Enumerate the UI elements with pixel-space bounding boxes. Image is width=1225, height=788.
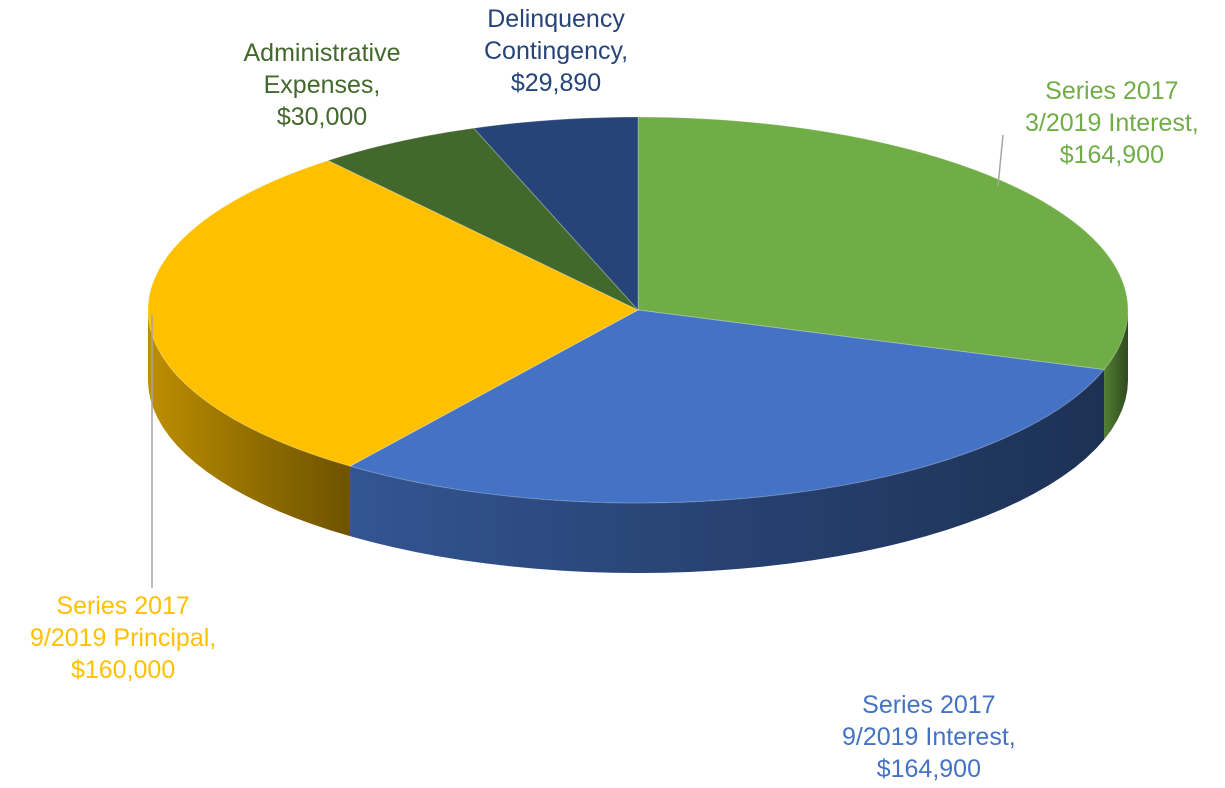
data-label-line: 9/2019 Interest, xyxy=(842,723,1016,751)
data-label-line: $164,900 xyxy=(876,755,981,783)
data-label-series-2017-3-2019-interest: Series 2017 3/2019 Interest, $164,900 xyxy=(1025,75,1199,171)
pie-slice-delinquency-contingency xyxy=(472,116,639,312)
data-label-line: Series 2017 xyxy=(862,691,996,719)
data-label-line: Series 2017 xyxy=(56,592,190,620)
pie-slice-series-2017-3-2019-interest xyxy=(637,116,1129,371)
data-label-line: $164,900 xyxy=(1059,141,1164,169)
data-label-series-2017-9-2019-interest: Series 2017 9/2019 Interest, $164,900 xyxy=(842,689,1016,785)
data-label-line: Contingency, xyxy=(484,37,629,65)
pie-slice-administrative-expenses xyxy=(326,127,639,311)
data-label-line: Series 2017 xyxy=(1045,77,1179,105)
data-label-administrative-expenses: Administrative Expenses, $30,000 xyxy=(244,37,401,133)
data-label-line: $160,000 xyxy=(70,656,176,684)
pie-slice-series-2017-9-2019-principal xyxy=(147,159,640,467)
data-label-line: $29,890 xyxy=(510,69,602,97)
pie-side-series-2017-9-2019-interest-shading xyxy=(350,369,1105,573)
data-label-line: $30,000 xyxy=(276,103,368,131)
data-label-line: Administrative xyxy=(243,39,401,67)
data-label-line: 3/2019 Interest, xyxy=(1025,109,1199,137)
data-label-line: Delinquency xyxy=(487,5,625,33)
pie-tops xyxy=(147,116,1129,504)
leader-lines xyxy=(151,134,1004,588)
pie-slice-series-2017-9-2019-interest xyxy=(348,309,1105,504)
data-label-delinquency-contingency: Delinquency Contingency, $29,890 xyxy=(484,3,628,99)
pie-side-series-2017-9-2019-principal-shading xyxy=(148,310,351,537)
leader-line-series-2017-3-2019-interest xyxy=(997,134,1004,187)
data-label-line: 9/2019 Principal, xyxy=(30,624,217,652)
pie-sides xyxy=(148,310,1128,573)
data-label-series-2017-9-2019-principal: Series 2017 9/2019 Principal, $160,000 xyxy=(30,590,216,686)
pie-side-series-2017-3-2019-interest-shading xyxy=(1104,310,1128,440)
data-label-line: Expenses, xyxy=(263,71,381,99)
